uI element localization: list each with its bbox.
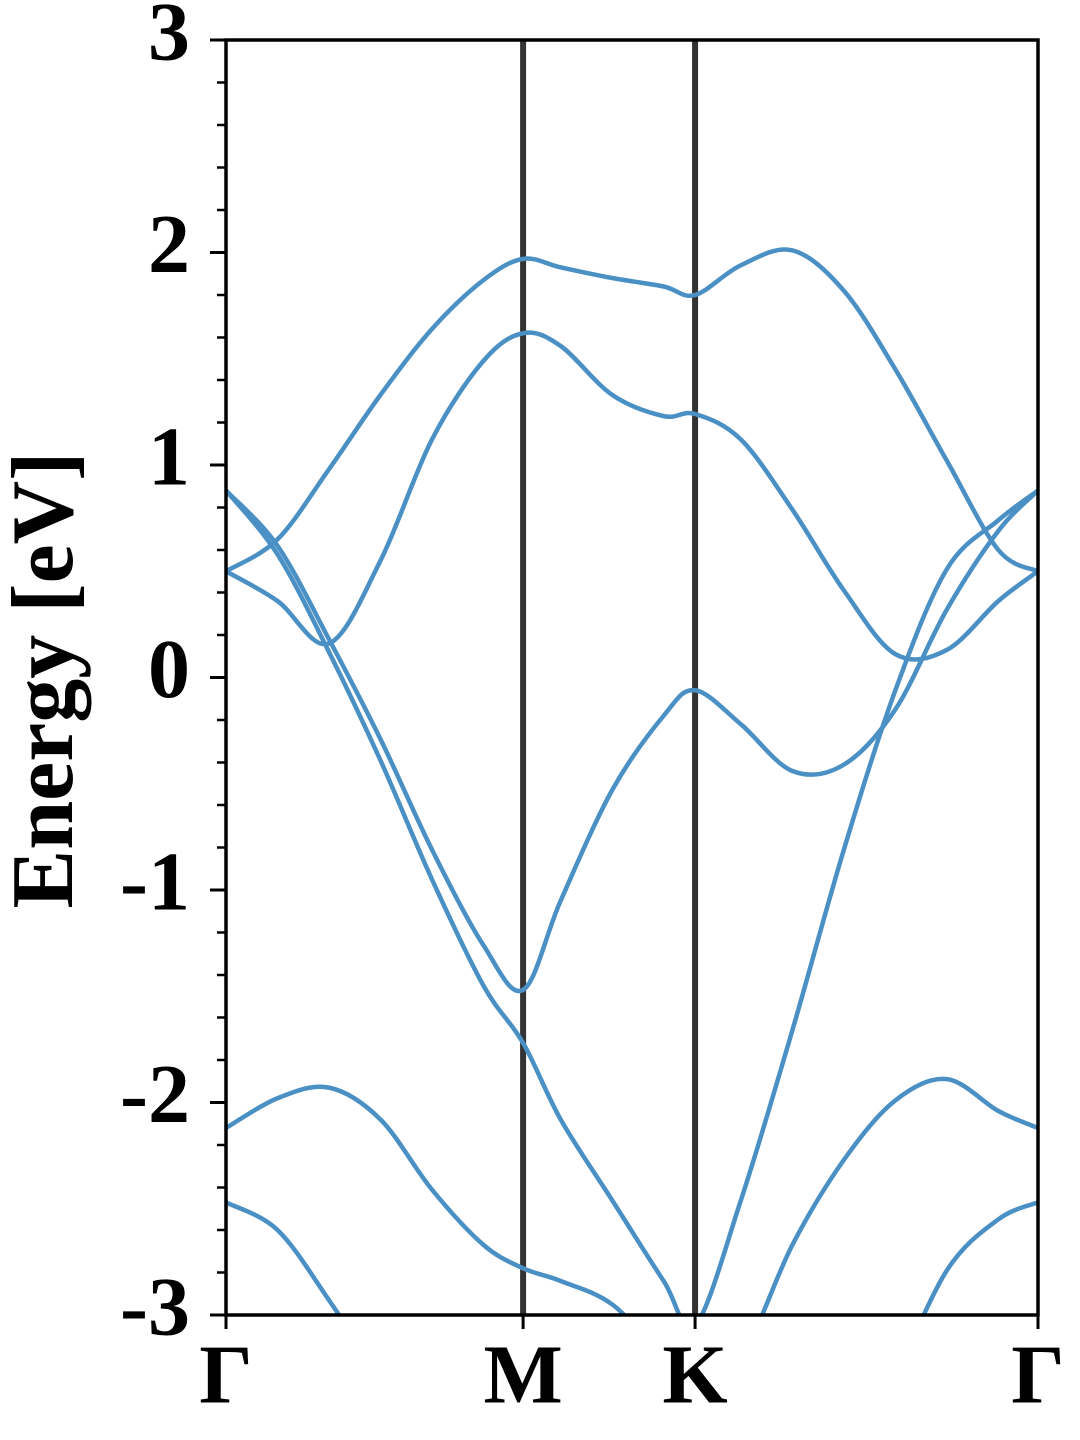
band-line — [226, 1200, 1038, 1315]
y-tick-label: -3 — [120, 1260, 190, 1353]
band-line — [226, 488, 1038, 994]
band-line — [226, 1076, 1038, 1315]
y-tick-label: -1 — [120, 835, 190, 928]
band-line — [226, 488, 1038, 1315]
band-line — [226, 330, 1038, 662]
y-tick-label: 3 — [148, 0, 190, 78]
y-tick-label: 0 — [148, 623, 190, 716]
y-tick-label: 2 — [148, 198, 190, 291]
y-axis-label: Energy [eV] — [0, 452, 92, 909]
x-tick-label: K — [662, 1328, 727, 1421]
x-tick-label: Γ — [199, 1328, 252, 1421]
plot-frame — [224, 38, 1040, 1317]
band-line — [226, 247, 1038, 574]
x-tick-label: Γ — [1011, 1328, 1064, 1421]
y-tick-label: 1 — [148, 410, 190, 503]
y-tick-label: -2 — [120, 1048, 190, 1141]
x-tick-label: M — [483, 1328, 562, 1421]
bands — [226, 247, 1038, 1315]
